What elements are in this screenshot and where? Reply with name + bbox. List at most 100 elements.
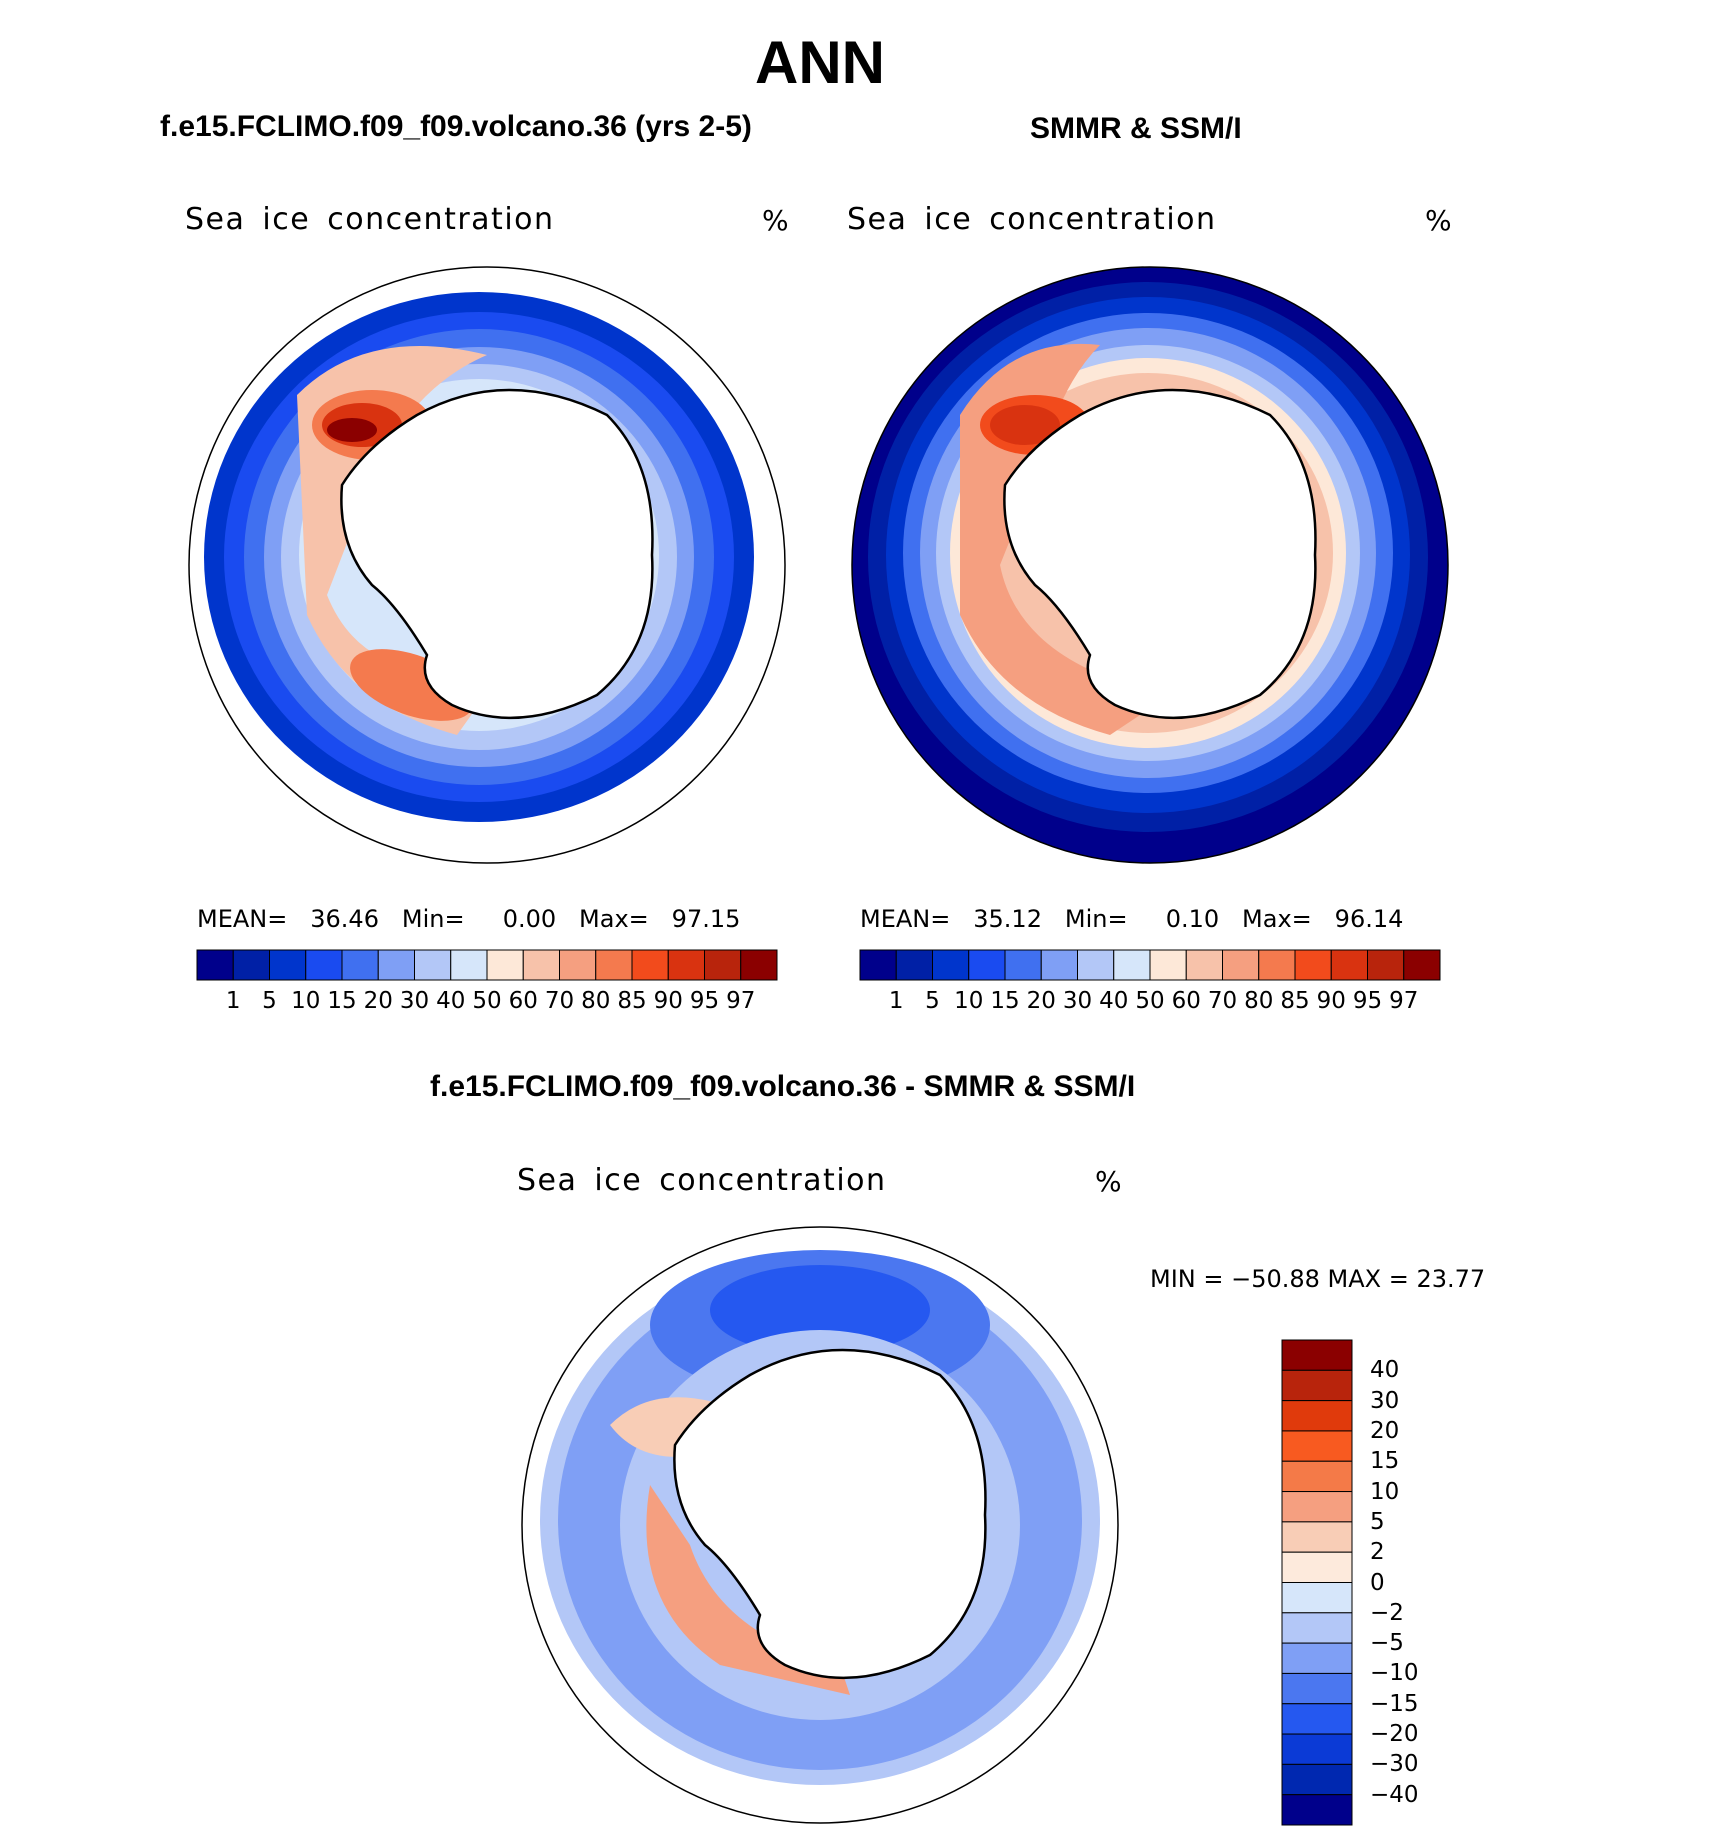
diff-colorbar-tick-label: −10 — [1370, 1660, 1419, 1687]
diff-colorbar-tick-label: 0 — [1370, 1569, 1385, 1596]
diff-colorbar-tick-label: −2 — [1370, 1599, 1404, 1626]
diff-colorbar-swatch — [1281, 1521, 1353, 1553]
colorbar-swatch — [740, 949, 778, 981]
colorbar-tick-label: 60 — [508, 988, 538, 1014]
colorbar-swatch — [377, 949, 415, 981]
panel-3-stats: MIN = −50.88 MAX = 23.77 — [1150, 1265, 1486, 1293]
diff-colorbar-swatch — [1281, 1672, 1353, 1705]
diff-colorbar-swatch — [1281, 1491, 1353, 1523]
diff-colorbar-swatch — [1281, 1551, 1353, 1583]
colorbar-tick-label: 1 — [225, 988, 241, 1014]
panel-2-stats: MEAN= 35.12 Min= 0.10 Max= 96.14 — [860, 905, 1404, 933]
colorbar-swatch — [196, 949, 234, 981]
colorbar-swatch — [269, 949, 307, 981]
colorbar-2-swatches — [859, 949, 1441, 981]
diff-colorbar-swatch — [1281, 1612, 1353, 1644]
diff-colorbar-swatch — [1281, 1400, 1353, 1432]
colorbar-tick-label: 30 — [399, 988, 430, 1014]
colorbar-tick-label: 90 — [653, 988, 683, 1014]
colorbar-swatch — [522, 949, 560, 981]
diff-colorbar-tick-label: −20 — [1370, 1721, 1419, 1748]
colorbar-swatch — [1185, 949, 1223, 981]
diff-colorbar-swatch — [1281, 1794, 1353, 1826]
colorbar-swatch — [859, 949, 897, 981]
colorbar-tick-label: 15 — [327, 988, 357, 1014]
colorbar-swatch — [1149, 949, 1187, 981]
colorbar-panel-2: 1 5 10 15 20 30 40 50 60 70 80 85 90 95 97 — [859, 949, 1441, 1040]
diff-colorbar-tick-label: −15 — [1370, 1690, 1419, 1717]
colorbar-swatch — [895, 949, 933, 981]
diff-colorbar-tick-label: 10 — [1370, 1478, 1400, 1505]
diff-colorbar-tick-label: −30 — [1370, 1751, 1419, 1778]
colorbar-swatch — [968, 949, 1006, 981]
panel-1-variable: Sea ice concentration — [185, 202, 555, 237]
panel-3-variable: Sea ice concentration — [517, 1163, 887, 1198]
colorbar-tick-label: 97 — [1389, 988, 1419, 1014]
colorbar-swatch — [1330, 949, 1368, 981]
colorbar-swatch — [595, 949, 633, 981]
diff-colorbar-tick-label: 2 — [1370, 1539, 1385, 1566]
colorbar-swatch — [667, 949, 705, 981]
diff-colorbar-swatch — [1281, 1460, 1353, 1493]
diff-colorbar-tick-label: 30 — [1370, 1387, 1400, 1414]
diff-colorbar-swatch — [1281, 1763, 1353, 1796]
colorbar-tick-label: 97 — [726, 988, 756, 1014]
diff-colorbar-swatch — [1281, 1582, 1353, 1614]
colorbar-swatch — [1403, 949, 1441, 981]
colorbar-tick-label: 10 — [291, 988, 321, 1014]
diff-colorbar-swatch — [1281, 1369, 1353, 1402]
colorbar-swatch — [1222, 949, 1260, 981]
colorbar-swatch — [1367, 949, 1405, 981]
diff-colorbar-swatch — [1281, 1339, 1353, 1371]
diff-colorbar-swatch — [1281, 1703, 1353, 1735]
colorbar-panel-1: 1 5 10 15 20 30 40 50 60 70 80 85 90 95 97 — [196, 949, 778, 1040]
colorbar-2-ticks: 1 5 10 15 20 30 40 50 60 70 80 85 90 95 97 — [860, 988, 1440, 1018]
colorbar-diff-swatches — [1281, 1339, 1353, 1826]
panel-1-title: f.e15.FCLIMO.f09_f09.volcano.36 (yrs 2-5… — [160, 110, 752, 143]
diff-colorbar-swatch — [1281, 1430, 1353, 1462]
colorbar-tick-label: 70 — [544, 988, 575, 1014]
colorbar-1-swatches — [196, 949, 778, 981]
diff-colorbar-tick-label: 15 — [1370, 1448, 1400, 1475]
diff-colorbar-tick-label: 5 — [1370, 1508, 1385, 1535]
map-panel-2 — [851, 266, 1449, 864]
colorbar-swatch — [704, 949, 742, 981]
colorbar-swatch — [1077, 949, 1115, 981]
colorbar-swatch — [450, 949, 488, 981]
colorbar-swatch — [341, 949, 379, 981]
colorbar-tick-label: 90 — [1316, 988, 1346, 1014]
colorbar-swatch — [631, 949, 669, 981]
panel-1-stats: MEAN= 36.46 Min= 0.00 Max= 97.15 — [197, 905, 741, 933]
colorbar-swatch — [1113, 949, 1151, 981]
colorbar-swatch — [559, 949, 597, 981]
colorbar-swatch — [1294, 949, 1332, 981]
panel-2-variable: Sea ice concentration — [847, 202, 1217, 237]
colorbar-tick-label: 85 — [1280, 988, 1310, 1014]
colorbar-tick-label: 95 — [689, 988, 720, 1014]
colorbar-tick-label: 20 — [1026, 988, 1056, 1014]
colorbar-swatch — [414, 949, 452, 981]
colorbar-tick-label: 5 — [262, 988, 277, 1014]
figure-title: ANN — [755, 29, 885, 96]
colorbar-tick-label: 80 — [581, 988, 611, 1014]
colorbar-tick-label: 60 — [1171, 988, 1201, 1014]
panel-3-title: f.e15.FCLIMO.f09_f09.volcano.36 - SMMR &… — [430, 1070, 1136, 1103]
colorbar-swatch — [486, 949, 524, 981]
panel-2-units: % — [1425, 204, 1452, 237]
map-panel-1 — [188, 266, 786, 864]
colorbar-swatch — [305, 949, 343, 981]
colorbar-tick-label: 80 — [1244, 988, 1274, 1014]
colorbar-tick-label: 40 — [436, 988, 466, 1014]
diff-colorbar-swatch — [1281, 1733, 1353, 1765]
panel-2-title: SMMR & SSM/I — [1030, 112, 1242, 145]
diff-colorbar-tick-label: −40 — [1370, 1781, 1419, 1808]
colorbar-difference: 40 30 20 15 10 5 2 0 −2 −5 −10 −15 −20 −30 −40 — [1281, 1339, 1482, 1826]
colorbar-tick-label: 40 — [1099, 988, 1129, 1014]
colorbar-tick-label: 10 — [954, 988, 984, 1014]
panel-3-units: % — [1095, 1165, 1122, 1198]
diff-colorbar-tick-label: 40 — [1370, 1357, 1400, 1384]
colorbar-tick-label: 95 — [1352, 988, 1383, 1014]
colorbar-swatch — [232, 949, 270, 981]
colorbar-1-ticks: 1 5 10 15 20 30 40 50 60 70 80 85 90 95 97 — [197, 988, 777, 1018]
colorbar-tick-label: 70 — [1207, 988, 1238, 1014]
